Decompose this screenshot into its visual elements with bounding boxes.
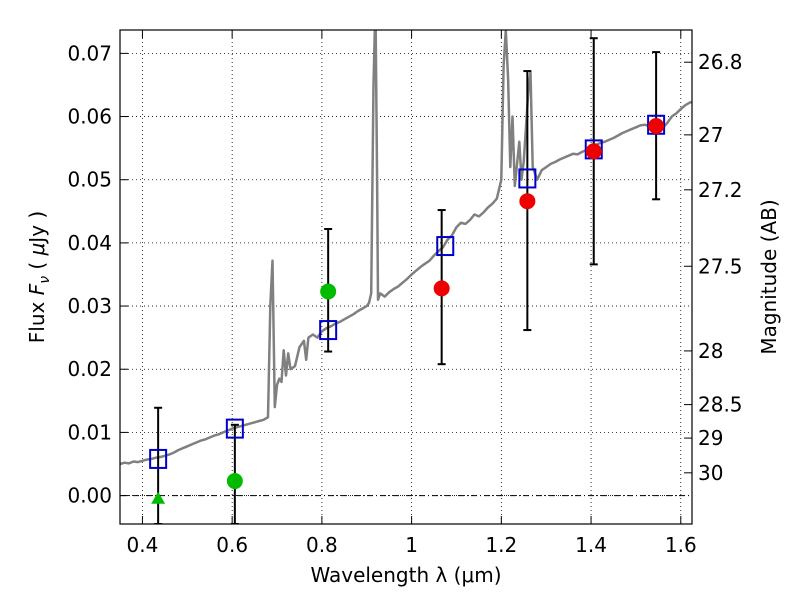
right-tick-label: 28 [698, 339, 723, 363]
green-flux-point [226, 473, 243, 490]
template-flux-box [319, 320, 338, 341]
template-flux-box [149, 448, 168, 469]
x-tick-label: 1 [405, 533, 418, 557]
green-flux-point [320, 283, 337, 300]
red-flux-point [519, 193, 536, 210]
y-axis-title-subscript: ν [37, 276, 53, 284]
grid [120, 30, 692, 524]
plot-frame [119, 29, 693, 525]
x-tick-label: 1.2 [485, 533, 517, 557]
x-axis-title: Wavelength λ (μm) [310, 563, 501, 587]
y-axis-title-part: ( [25, 255, 49, 276]
x-tick-label: 1.6 [665, 533, 697, 557]
y-tick-label: 0.00 [67, 484, 112, 508]
upper-limit-triangle [151, 491, 166, 504]
y-axis-title-part: Jy ) [25, 211, 49, 245]
y-tick-label: 0.05 [67, 168, 112, 192]
y-tick-label: 0.01 [67, 420, 112, 444]
red-flux-point [648, 118, 665, 135]
x-tick-label: 0.6 [216, 533, 248, 557]
y-tick-label: 0.06 [67, 105, 112, 129]
x-tick-label: 0.8 [306, 533, 338, 557]
right-tick-label: 30 [698, 461, 723, 485]
right-tick-label: 26.8 [698, 50, 743, 74]
right-tick-label: 29 [698, 426, 723, 450]
template-flux-box [518, 168, 537, 189]
red-flux-point [433, 280, 450, 297]
x-tick-label: 1.4 [575, 533, 607, 557]
y-tick-label: 0.03 [67, 294, 112, 318]
y-tick-label: 0.07 [67, 41, 112, 65]
y-axis-title-mu: μ [25, 243, 49, 257]
template-flux-box [225, 418, 244, 439]
detection-layer [151, 118, 665, 504]
template-flux-box [436, 236, 455, 257]
template-box-layer [149, 114, 666, 469]
right-tick-label: 27 [698, 123, 723, 147]
y-axis-title: Flux Fν ( μJy ) [25, 211, 53, 343]
red-flux-point [585, 143, 602, 160]
right-tick-label: 28.5 [698, 393, 743, 417]
tick-labels: 0.4 0.6 0.8 1 1.2 1.4 1.6 0.00 0.01 0.02 0.03 0.04 0… [67, 41, 742, 557]
ticks [120, 30, 692, 524]
right-tick-label: 27.5 [698, 254, 743, 278]
y-axis-title-symbol: F [25, 283, 49, 295]
right-axis-title: Magnitude (AB) [757, 199, 781, 354]
right-tick-label: 27.2 [698, 178, 743, 202]
y-tick-label: 0.04 [67, 231, 112, 255]
y-axis-title-part: Flux [25, 295, 49, 343]
x-tick-label: 0.4 [127, 533, 159, 557]
y-tick-label: 0.02 [67, 357, 112, 381]
